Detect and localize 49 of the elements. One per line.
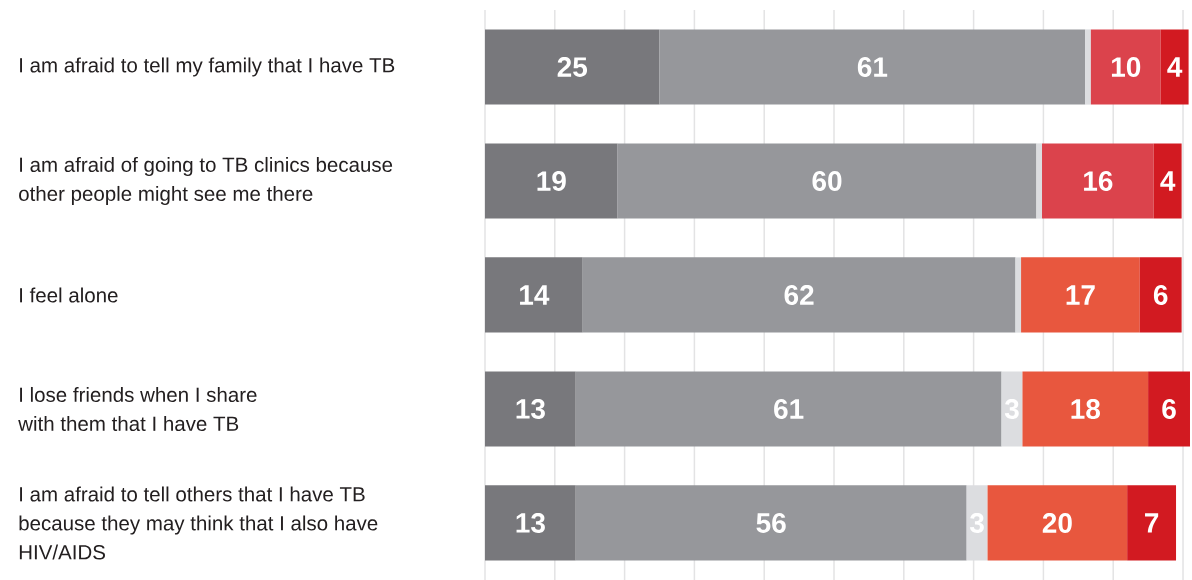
data-label: 13 [516,399,545,419]
y-tick-label: I am afraid of going to TB clinics because other people might see me there [19,156,393,206]
data-label: 4 [1167,57,1183,77]
bar [485,143,618,219]
y-tick-label: I feel alone [20,287,118,303]
data-label: 4 [1160,171,1176,191]
data-label: 19 [537,171,566,191]
data-label: 60 [812,171,842,191]
bar [485,485,576,561]
bar [966,485,988,561]
data-label: 61 [857,57,888,77]
bar [1036,143,1043,219]
bar [1139,257,1182,333]
bar [485,257,583,333]
y-tick-label: I lose friends when I share with them that I have TB [18,386,257,432]
bar [1085,29,1091,105]
bar [582,257,1016,333]
data-label: 18 [1071,399,1100,419]
data-label: 10 [1111,57,1141,77]
bar [485,29,660,105]
bar [659,29,1086,105]
bar [1015,257,1022,333]
data-label: 56 [756,513,786,533]
data-label: 6 [1153,285,1168,305]
data-label: 16 [1084,171,1113,191]
data-label: 14 [520,285,550,305]
y-tick-label: I am afraid to tell my family that I have TB [20,57,395,77]
bar [987,485,1128,561]
bar [575,485,967,561]
data-label: 17 [1066,285,1095,305]
y-tick-label: I am afraid to tell others that I have TB because they may think that I also have HIV/AIDS [19,486,378,560]
bar [1160,29,1189,105]
data-label: 7 [1145,513,1159,533]
data-label: 62 [784,285,814,305]
data-label: 25 [557,57,588,77]
bar [1090,29,1161,105]
bar [575,371,1002,447]
bar [485,371,576,447]
bar [1127,485,1177,561]
data-label: 20 [1042,513,1072,533]
bar [1153,143,1182,219]
bar [1022,371,1149,447]
data-label: 13 [516,513,545,533]
data-label: 61 [774,399,804,419]
bar [1148,371,1190,447]
bar [1042,143,1154,219]
bar [617,143,1037,219]
bar [1021,257,1140,333]
data-label: 6 [1162,399,1176,419]
